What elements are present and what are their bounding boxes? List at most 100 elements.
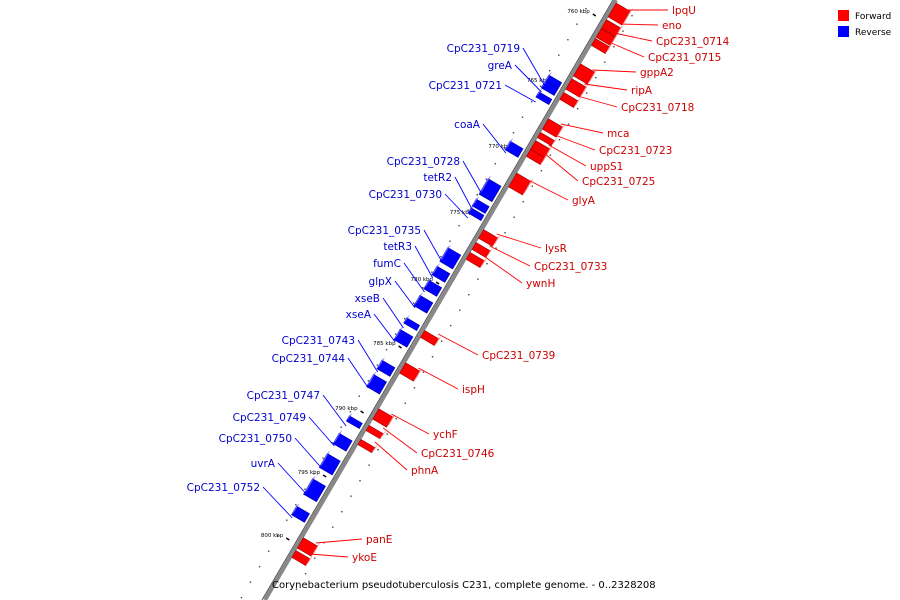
dot [249,581,252,583]
dot [395,418,397,420]
gene-label-ychF: ychF [433,429,458,441]
leader-line [514,64,542,93]
dot [403,318,406,320]
gene-label-fumC: fumC [373,258,401,270]
gene-label-CpC231_0750: CpC231_0750 [219,433,292,445]
gene-face [333,430,343,444]
dot [258,566,261,568]
gene-label-CpC231_0739: CpC231_0739 [482,350,555,362]
dot [495,247,497,249]
gene-CpC231_0749 [332,432,353,452]
leader-line [592,69,637,73]
gene-face [434,335,442,346]
tick-label: 770 kbp [488,144,511,150]
gene-label-CpC231_0730: CpC231_0730 [369,189,442,201]
leader-line [483,255,523,284]
dot [431,356,434,358]
gene-label-coaA: coaA [454,119,481,131]
gene-label-CpC231_0725: CpC231_0725 [582,176,655,188]
gene-face [544,71,552,82]
legend-reverse-swatch [838,26,849,37]
legend-forward-swatch [838,10,849,21]
dot [595,77,597,79]
gene-face [403,314,410,324]
gene-label-lysR: lysR [545,243,567,255]
gene-label-CpC231_0728: CpC231_0728 [387,156,460,168]
dot [585,92,588,94]
dot [467,209,469,211]
scale-ticks: 760 kbp 765 kbp 770 kbp 775 kbp 780 kbp 785 k… [261,9,597,541]
gene-label-xseB: xseB [355,293,380,305]
gene-face [480,257,488,268]
dot [413,302,415,304]
gene-CpC231_0744 [366,373,387,395]
gene-label-glpX: glpX [369,276,392,288]
dot [313,557,316,559]
dot [521,116,524,118]
gene-face [413,292,423,306]
gene-face [621,8,633,25]
leader-line [504,84,536,103]
gene-face [423,277,432,289]
dot [503,147,506,149]
leader-line [577,95,618,108]
tick-label: 800 kbp [261,533,284,539]
dot [558,139,561,141]
leader-line [403,262,425,293]
leader-line [528,179,569,201]
gene-label-CpC231_0733: CpC231_0733 [534,261,607,273]
gene-face [376,357,385,369]
leader-line [309,553,349,558]
gene-face [413,367,423,382]
dot [440,340,443,342]
gene-face [305,555,313,566]
leader-line [454,176,473,211]
gene-face [556,123,566,138]
leader-line [489,245,531,267]
leader-line [262,486,293,519]
gene-face [311,542,321,557]
dot [449,240,451,242]
dot [549,154,552,156]
dot [295,588,298,590]
gene-label-CpC231_0718: CpC231_0718 [621,102,694,114]
gene-label-tetR3: tetR3 [383,241,412,253]
dot [558,54,560,56]
gene-label-CpC231_0752: CpC231_0752 [187,482,260,494]
gene-face [346,412,353,422]
leader-line [315,538,363,544]
gene-face [485,247,493,258]
gene-label-panE: panE [366,534,392,546]
gene-label-CpC231_0749: CpC231_0749 [233,412,306,424]
tick-label: 785 kbp [373,341,396,347]
backbone-dots [240,8,633,599]
gene-label-uppS1: uppS1 [590,161,623,173]
dot [530,101,533,103]
gene-glpX [413,294,434,314]
dot [504,232,506,234]
leader-line [394,280,416,309]
leader-line [584,83,628,91]
gene-label-eno: eno [662,20,682,32]
dot [486,263,488,265]
dot [512,132,515,134]
dot [359,480,361,482]
tick-mark [285,537,290,541]
gene-CpC231_0746 [365,425,384,440]
gene-face [522,178,534,195]
leader-line [437,333,479,356]
gene-label-uvrA: uvrA [251,458,276,470]
gene-label-xseA: xseA [346,309,372,321]
leader-line [462,160,483,195]
gene-face [479,175,492,195]
leader-line [619,23,659,26]
dot [540,170,543,172]
tick-mark [360,410,364,414]
leader-line [548,144,587,167]
dot [368,464,370,466]
gene-features [291,2,633,566]
dot [567,123,570,125]
leader-line [543,152,579,182]
gene-face [492,234,501,247]
tick-mark [435,281,440,285]
